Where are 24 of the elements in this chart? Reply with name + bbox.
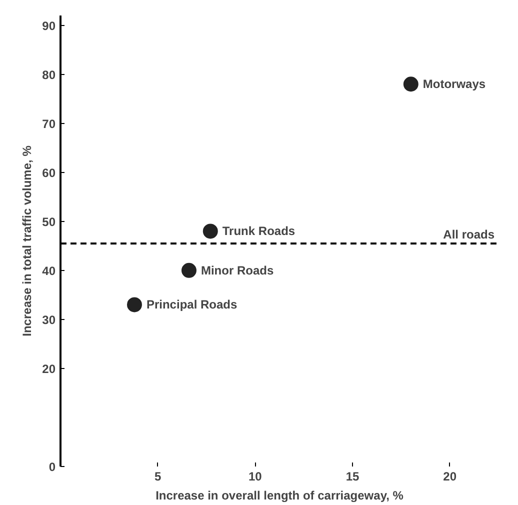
data-label: Principal Roads <box>146 298 238 312</box>
x-tick-label: 15 <box>346 470 360 484</box>
x-tick-label: 10 <box>248 470 262 484</box>
data-label: Motorways <box>422 77 486 92</box>
y-tick-label: 60 <box>42 166 56 180</box>
x-tick-label: 20 <box>443 470 457 484</box>
data-label: Minor Roads <box>200 263 274 278</box>
y-tick-label: 90 <box>42 18 56 33</box>
y-tick-label: 80 <box>42 68 56 82</box>
data-label: Trunk Roads <box>222 224 296 238</box>
point <box>126 297 142 312</box>
y-tick-label: 0 <box>48 460 56 474</box>
y-axis-title: Increase in total traffic volume, % <box>20 145 34 336</box>
y-tick-label: 30 <box>42 312 56 327</box>
x-axis-title: Increase in overall length of carriageway, % <box>156 488 404 502</box>
y-tick-label: 40 <box>42 264 56 278</box>
ref-line-label: All roads <box>443 227 495 242</box>
point <box>403 76 418 92</box>
x-tick-label: 5 <box>154 470 162 484</box>
y-tick-label: 20 <box>42 362 56 376</box>
point <box>202 224 218 239</box>
y-tick-label: 70 <box>42 116 56 131</box>
point <box>181 262 196 278</box>
y-tick-label: 50 <box>42 214 56 229</box>
